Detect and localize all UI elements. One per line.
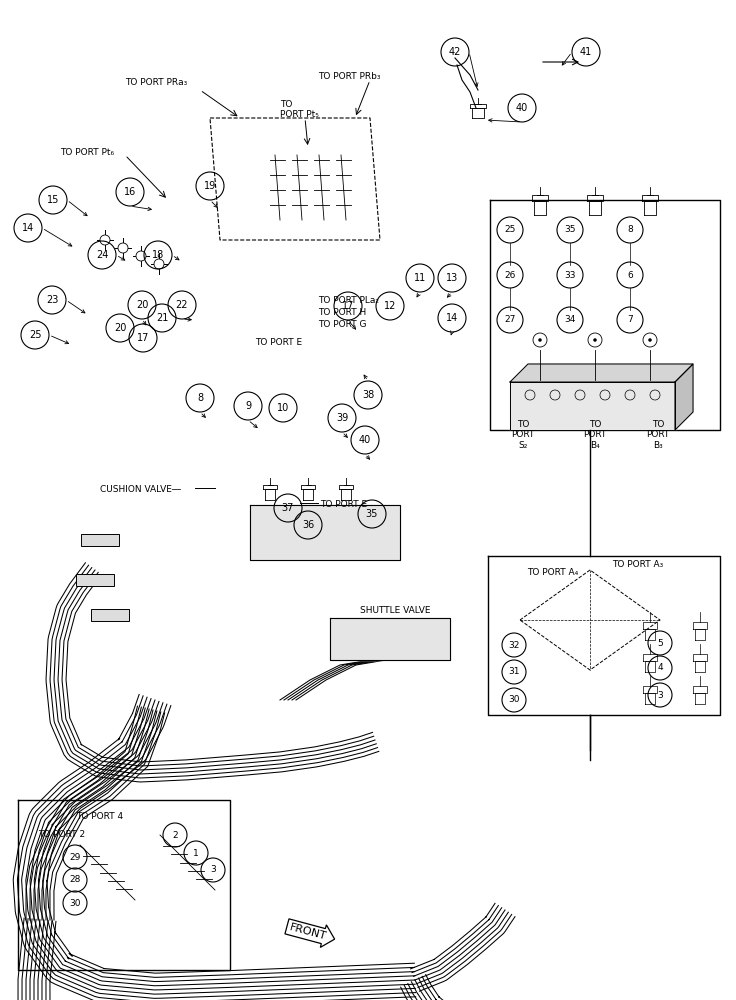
Text: 42: 42 [449, 47, 461, 57]
Text: TO PORT 2: TO PORT 2 [38, 830, 85, 839]
Text: 36: 36 [302, 520, 314, 530]
Polygon shape [250, 505, 400, 560]
Polygon shape [510, 364, 693, 382]
Circle shape [118, 243, 128, 253]
Circle shape [538, 338, 542, 342]
Text: 15: 15 [47, 195, 59, 205]
Text: 33: 33 [565, 270, 576, 279]
Text: 12: 12 [383, 301, 396, 311]
Text: 39: 39 [336, 413, 348, 423]
Text: 34: 34 [565, 316, 576, 324]
Text: 20: 20 [114, 323, 126, 333]
Text: 35: 35 [565, 226, 576, 234]
Text: TO PORT E: TO PORT E [255, 338, 302, 347]
Text: TO PORT 4: TO PORT 4 [77, 812, 124, 821]
Text: 10: 10 [277, 403, 289, 413]
Text: 1: 1 [193, 848, 199, 857]
Text: 3: 3 [657, 690, 663, 700]
Text: 17: 17 [342, 301, 354, 311]
Text: TO
PORT
B₃: TO PORT B₃ [646, 420, 670, 450]
Circle shape [593, 338, 597, 342]
Text: 3: 3 [210, 865, 216, 874]
Text: 37: 37 [282, 503, 294, 513]
Text: CUSHION VALVE―: CUSHION VALVE― [100, 485, 181, 494]
Text: 7: 7 [627, 316, 633, 324]
Text: 8: 8 [627, 226, 633, 234]
Text: TO
PORT Pt₅: TO PORT Pt₅ [280, 100, 319, 119]
Text: 16: 16 [124, 187, 136, 197]
Circle shape [154, 259, 164, 269]
Text: TO PORT A₃: TO PORT A₃ [612, 560, 663, 569]
Text: TO PORT PRb₃: TO PORT PRb₃ [318, 72, 381, 81]
Text: 9: 9 [245, 401, 251, 411]
FancyBboxPatch shape [81, 534, 119, 546]
Text: 40: 40 [359, 435, 371, 445]
Text: TO PORT A₄: TO PORT A₄ [527, 568, 578, 577]
Text: 26: 26 [504, 270, 516, 279]
Text: 31: 31 [509, 668, 520, 676]
Text: 2: 2 [172, 830, 178, 840]
Text: 24: 24 [96, 250, 108, 260]
FancyBboxPatch shape [91, 609, 129, 621]
Text: 20: 20 [136, 300, 148, 310]
Text: 4: 4 [657, 664, 663, 672]
Text: 25: 25 [29, 330, 41, 340]
Text: 30: 30 [69, 898, 81, 908]
Circle shape [136, 251, 146, 261]
Text: 18: 18 [152, 250, 164, 260]
Text: 27: 27 [504, 316, 516, 324]
Text: 30: 30 [509, 696, 520, 704]
Text: 11: 11 [414, 273, 426, 283]
Text: 29: 29 [69, 852, 81, 861]
Text: 23: 23 [46, 295, 58, 305]
Polygon shape [675, 364, 693, 430]
Text: TO
PORT
B₄: TO PORT B₄ [584, 420, 606, 450]
Circle shape [648, 338, 652, 342]
Text: TO PORT G: TO PORT G [318, 320, 367, 329]
FancyBboxPatch shape [76, 574, 114, 586]
Polygon shape [510, 382, 675, 430]
Text: 14: 14 [22, 223, 34, 233]
Text: 8: 8 [197, 393, 203, 403]
Circle shape [100, 235, 110, 245]
Text: TO PORT E: TO PORT E [320, 500, 367, 509]
Text: 21: 21 [156, 313, 169, 323]
Text: 6: 6 [627, 270, 633, 279]
Text: TO PORT Pt₆: TO PORT Pt₆ [60, 148, 114, 157]
Text: 35: 35 [366, 509, 378, 519]
Polygon shape [330, 618, 450, 660]
Text: 41: 41 [580, 47, 592, 57]
Text: 28: 28 [69, 876, 81, 884]
Text: 22: 22 [176, 300, 188, 310]
Text: TO PORT PLа₂: TO PORT PLа₂ [318, 296, 379, 305]
Text: TO PORT PRа₃: TO PORT PRа₃ [125, 78, 187, 87]
Text: 19: 19 [204, 181, 216, 191]
Text: 14: 14 [446, 313, 458, 323]
Text: FRONT: FRONT [289, 922, 328, 942]
Text: TO
PORT
S₂: TO PORT S₂ [512, 420, 534, 450]
Text: 38: 38 [362, 390, 374, 400]
Text: 13: 13 [446, 273, 458, 283]
Text: 40: 40 [516, 103, 528, 113]
Text: 5: 5 [657, 639, 663, 648]
Text: 17: 17 [137, 333, 149, 343]
Text: 25: 25 [504, 226, 516, 234]
Text: SHUTTLE VALVE: SHUTTLE VALVE [360, 606, 431, 615]
Text: 32: 32 [509, 641, 520, 650]
Text: TO PORT H: TO PORT H [318, 308, 367, 317]
